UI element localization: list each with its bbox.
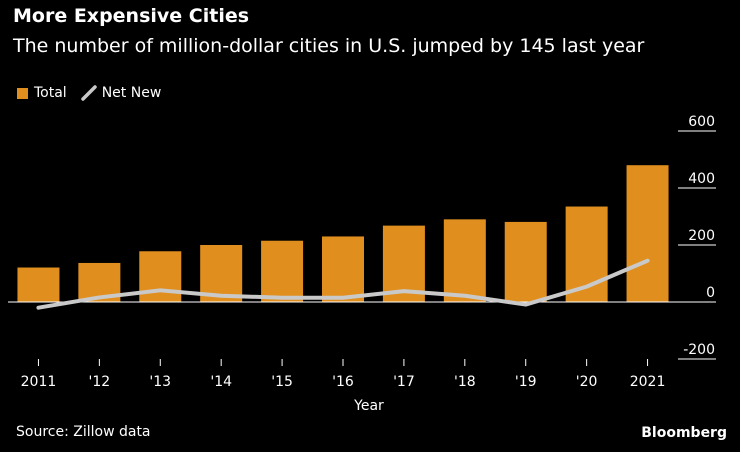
x-tick-label: 2021 <box>630 374 666 390</box>
y-tick-label: 600 <box>688 114 715 130</box>
legend-swatch-net-new <box>80 85 97 101</box>
x-tick-label: 2011 <box>21 374 57 390</box>
y-tick-label: 0 <box>706 285 715 301</box>
legend-item-net-new: Net New <box>80 85 162 101</box>
y-tick-label: -200 <box>683 342 715 358</box>
chart-subtitle: The number of million-dollar cities in U… <box>13 35 645 57</box>
x-axis-label: Year <box>353 398 384 414</box>
x-axis-ticks: 2011 '12 '13 '14 '15 '16 '17 '18 '19 '20 2021 <box>21 359 666 390</box>
bar-total-18 <box>443 219 486 302</box>
bar-total-19 <box>504 221 547 302</box>
bar-series-total <box>17 165 669 302</box>
x-tick-label: '16 <box>332 374 354 390</box>
x-tick-label: '12 <box>89 374 111 390</box>
legend-label-total: Total <box>34 85 67 101</box>
bar-total-15 <box>261 240 304 302</box>
x-tick-label: '20 <box>576 374 598 390</box>
y-tick-marks <box>678 130 716 360</box>
bar-total-16 <box>322 236 364 302</box>
bloomberg-logo: Bloomberg <box>641 425 727 441</box>
legend-label-net-new: Net New <box>101 85 162 101</box>
line-series-net-new <box>36 258 650 310</box>
y-tick-label: 200 <box>688 228 715 244</box>
y-tick-label: 400 <box>688 171 715 187</box>
legend: Total Net New <box>17 85 175 101</box>
x-tick-label: '19 <box>515 374 537 390</box>
bar-total-2011 <box>17 267 60 302</box>
x-tick-label: '13 <box>149 374 171 390</box>
x-tick-label: '17 <box>393 374 415 390</box>
x-tick-label: '14 <box>210 374 232 390</box>
legend-item-total: Total <box>17 85 67 101</box>
bar-total-2021 <box>626 165 669 302</box>
x-tick-label: '15 <box>271 374 293 390</box>
source-note: Source: Zillow data <box>16 424 151 440</box>
legend-swatch-total <box>17 87 28 99</box>
x-tick-label: '18 <box>454 374 476 390</box>
y-axis-ticks: -200 0 200 400 600 <box>683 114 715 358</box>
bar-total-13 <box>139 251 182 302</box>
chart-title: More Expensive Cities <box>13 5 250 27</box>
